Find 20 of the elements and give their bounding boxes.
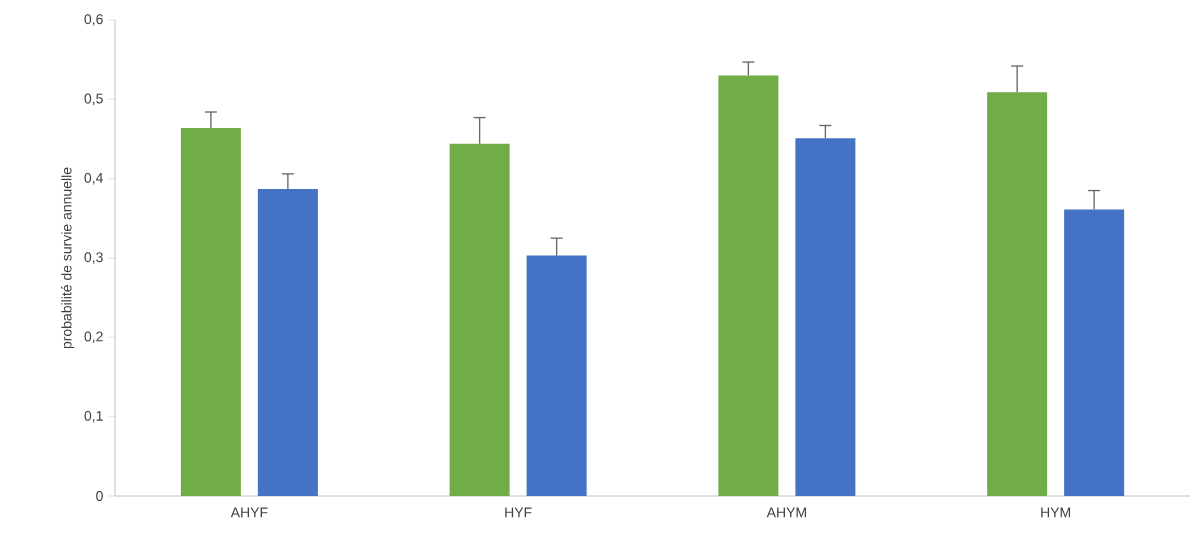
y-axis-title: probabilité de survie annuelle <box>61 167 75 349</box>
bar <box>526 255 587 496</box>
bar <box>449 143 510 496</box>
x-tick-label: HYM <box>1041 507 1071 518</box>
y-tick-label: 0 <box>96 491 103 501</box>
bar <box>795 138 856 496</box>
bar <box>180 127 241 496</box>
x-tick-label: AHYM <box>766 507 806 518</box>
x-tick-label: HYF <box>505 507 532 518</box>
bar <box>257 188 318 496</box>
bar <box>987 92 1048 496</box>
bar <box>1064 209 1125 496</box>
y-tick-label: 0,1 <box>84 410 103 423</box>
y-tick-label: 0,5 <box>84 93 103 106</box>
x-tick-label: AHYF <box>230 507 268 518</box>
y-tick-label: 0,4 <box>84 172 103 185</box>
y-tick-label: 0,2 <box>84 331 103 344</box>
bar <box>718 75 779 496</box>
y-tick-label: 0,6 <box>84 14 103 26</box>
y-tick-label: 0,3 <box>84 252 103 264</box>
